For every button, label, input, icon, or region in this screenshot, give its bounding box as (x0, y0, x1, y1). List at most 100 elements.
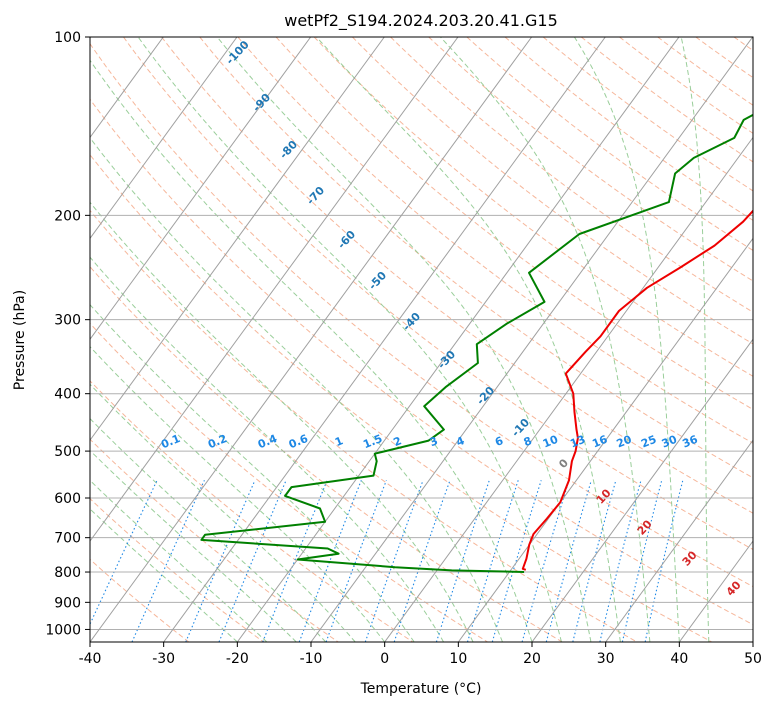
isotherm-line (236, 37, 680, 642)
plot-area (90, 37, 753, 642)
dry-adiabat (275, 37, 753, 411)
moist-adiabat (680, 37, 710, 642)
y-tick-label: 700 (54, 531, 81, 547)
mixing-ratio-label: 3 (428, 434, 440, 449)
chart-title: wetPf2_S194.2024.203.20.41.G15 (284, 11, 558, 31)
y-tick-label: 1000 (45, 622, 81, 638)
dry-adiabat (90, 153, 712, 642)
dry-adiabats (90, 37, 753, 642)
temperature-profile-line (521, 209, 753, 571)
mixing-ratio-label: 16 (590, 433, 609, 451)
mixing-ratio-label: 10 (541, 433, 560, 451)
x-tick-label: -10 (300, 651, 323, 667)
y-tick-label: 400 (54, 387, 81, 403)
dry-adiabat (90, 98, 753, 626)
y-tick-label: 300 (54, 313, 81, 329)
moist-adiabat (315, 37, 621, 642)
isotherm-line (605, 439, 753, 642)
isotherm-line (457, 237, 753, 642)
x-tick-label: 30 (597, 651, 615, 667)
moist-adiabat (90, 345, 386, 642)
moist-adiabat (90, 137, 503, 642)
dry-adiabat (428, 37, 753, 282)
x-tick-label: 10 (449, 651, 467, 667)
dry-adiabat (90, 498, 264, 642)
profiles (200, 113, 753, 573)
dry-adiabat (90, 265, 563, 642)
y-axis: 100 200 300 400 500 600 700 800 900 1000 (45, 30, 90, 638)
dry-adiabat (580, 37, 753, 163)
mixing-ratio-line (364, 480, 424, 642)
x-tick-label: -30 (152, 651, 175, 667)
dry-adiabat (90, 42, 753, 588)
mixing-ratio-line (393, 480, 451, 642)
dry-adiabat (123, 37, 753, 551)
mixing-ratio-label: 20 (615, 433, 634, 451)
mixing-ratio-line (298, 480, 362, 642)
mixing-ratio-label: 36 (681, 433, 700, 451)
mixing-ratio-label: 25 (639, 433, 658, 451)
isotherm-line (90, 37, 385, 442)
x-tick-label: 50 (744, 651, 762, 667)
moist-adiabat (90, 417, 327, 642)
mixing-ratio-line (572, 480, 617, 642)
mixing-ratio-line (325, 480, 387, 642)
moist-adiabats (90, 37, 710, 642)
dry-adiabat (237, 37, 753, 444)
isotherm-line (163, 37, 606, 642)
moist-adiabat (90, 303, 415, 642)
mixing-ratio-label: 13 (568, 433, 587, 451)
x-tick-label: 0 (380, 651, 389, 667)
dewpoint-profile-line (200, 113, 753, 573)
mixing-ratio-line (491, 480, 542, 642)
x-tick-label: 20 (523, 651, 541, 667)
y-tick-label: 600 (54, 491, 81, 507)
moist-adiabat (90, 383, 356, 642)
mixing-ratio-line (262, 480, 328, 642)
moist-adiabat (90, 256, 445, 642)
isotherm-line (90, 37, 533, 642)
moist-adiabat (90, 59, 533, 642)
mixing-ratio-label: 1 (333, 434, 345, 449)
dry-adiabat (313, 37, 753, 377)
mixing-ratio-line (621, 480, 663, 642)
mixing-ratio-lines (90, 480, 684, 642)
isotherm-line (90, 37, 459, 542)
y-tick-label: 900 (54, 595, 81, 611)
dry-adiabat (352, 37, 753, 345)
x-tick-label: 40 (670, 651, 688, 667)
isotherm-line (90, 37, 238, 240)
y-tick-label: 500 (54, 444, 81, 460)
dry-adiabat (504, 37, 753, 221)
mixing-ratio-label: 2 (392, 434, 404, 449)
pressure-gridlines (90, 37, 753, 630)
dry-adiabat (90, 322, 488, 642)
y-axis-label: Pressure (hPa) (12, 290, 28, 390)
x-tick-label: -40 (79, 651, 102, 667)
plot-background (90, 37, 753, 642)
y-tick-label: 200 (54, 208, 81, 224)
x-axis-label: Temperature (°C) (360, 681, 482, 697)
mixing-ratio-line (218, 480, 287, 642)
moist-adiabat (439, 37, 651, 642)
isotherm-line (90, 37, 312, 341)
y-tick-label: 100 (54, 30, 81, 46)
dry-adiabat (90, 438, 339, 642)
moist-adiabat (137, 37, 562, 642)
plot-frame (89, 36, 754, 643)
isotherm-line (310, 37, 753, 642)
moist-adiabat (216, 37, 592, 642)
y-tick-label: 800 (54, 565, 81, 581)
isotherms (90, 37, 753, 642)
moist-adiabat (90, 201, 474, 642)
dry-adiabat (90, 209, 638, 642)
mixing-ratio-line (599, 480, 642, 642)
mixing-ratio-label: 30 (660, 433, 679, 451)
mixing-ratio-line (466, 480, 519, 642)
x-axis: -40 -30 -20 -10 0 10 20 30 40 50 (79, 642, 762, 667)
mixing-ratio-label: 8 (522, 434, 534, 449)
mixing-ratio-line (644, 480, 684, 642)
dry-adiabat (161, 37, 753, 514)
moist-adiabat (573, 37, 680, 642)
